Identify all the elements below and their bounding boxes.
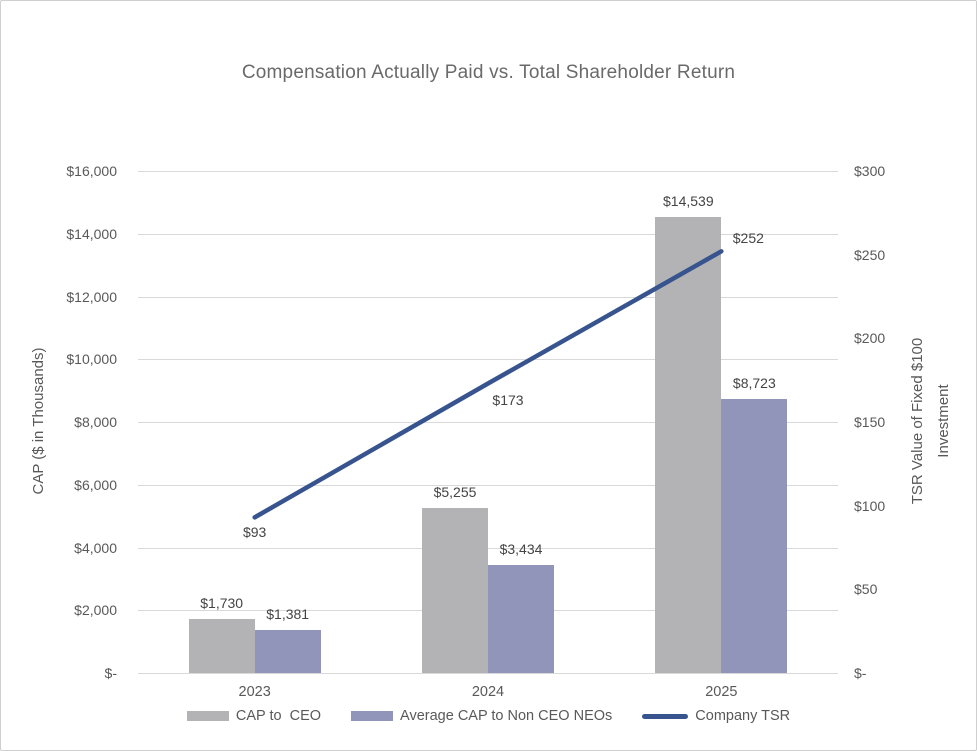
left-axis-tick-label: $2,000 <box>74 602 117 619</box>
bar-value-label: $14,539 <box>663 192 714 209</box>
chart-legend: CAP to CEO Average CAP to Non CEO NEOs Com… <box>1 708 976 724</box>
legend-item-cap-neo: Average CAP to Non CEO NEOs <box>351 708 612 724</box>
right-axis-tick-label: $100 <box>854 497 886 514</box>
left-axis-tick-label: $- <box>104 665 117 681</box>
bar-cap-ceo-2024 <box>422 508 488 673</box>
left-axis-tick-label: $8,000 <box>74 414 117 430</box>
legend-swatch-icon <box>186 711 229 721</box>
bar-value-label: $8,723 <box>732 375 776 392</box>
legend-label: Company TSR <box>695 708 791 724</box>
gridline <box>138 296 838 298</box>
right-axis-title: TSR Value of Fixed $100 Investment <box>905 271 957 571</box>
tsr-value-label: $252 <box>732 230 764 247</box>
category-label-2023: 2023 <box>238 684 271 700</box>
bar-cap-neo-2024 <box>488 565 554 673</box>
bar-cap-neo-2023 <box>254 629 321 673</box>
tsr-value-label: $173 <box>492 391 524 408</box>
gridline <box>138 359 838 361</box>
bar-cap-ceo-2023 <box>188 618 255 673</box>
left-axis-tick-label: $10,000 <box>66 351 117 368</box>
legend-label: CAP to CEO <box>235 708 322 724</box>
right-axis-tick-label: $250 <box>854 246 886 263</box>
right-axis-tick-label: $200 <box>854 330 886 347</box>
gridline <box>138 171 838 172</box>
gridline <box>138 547 838 549</box>
right-axis-tick-label: $- <box>854 665 867 681</box>
left-axis-tick-label: $16,000 <box>66 163 117 179</box>
left-axis-title: CAP ($ in Thousands) <box>30 347 47 495</box>
chart-title: Compensation Actually Paid vs. Total Sha… <box>241 62 736 83</box>
legend-item-company-tsr: Company TSR <box>642 708 790 724</box>
legend-item-cap-ceo: CAP to CEO <box>186 708 322 724</box>
right-axis-tick-label: $50 <box>854 581 878 598</box>
right-axis-tick-label: $300 <box>854 163 886 179</box>
tsr-value-label: $93 <box>242 524 267 541</box>
legend-line-swatch-icon <box>642 713 689 719</box>
right-axis-title-line-2: Investment <box>935 384 952 458</box>
category-label-2025: 2025 <box>705 684 738 700</box>
category-label-2024: 2024 <box>471 684 505 700</box>
bar-value-label: $5,255 <box>433 484 477 501</box>
gridline <box>138 673 838 674</box>
bar-value-label: $1,730 <box>200 594 244 611</box>
bar-cap-ceo-2025 <box>655 216 722 673</box>
right-axis-tick-label: $150 <box>854 414 886 430</box>
left-axis-tick-label: $12,000 <box>66 288 117 305</box>
left-axis-tick-label: $14,000 <box>66 225 117 242</box>
legend-label: Average CAP to Non CEO NEOs <box>400 708 613 724</box>
bar-cap-neo-2025 <box>721 399 788 673</box>
right-axis-title-line-1: TSR Value of Fixed $100 <box>909 337 926 505</box>
bar-value-label: $1,381 <box>266 605 310 622</box>
legend-swatch-icon <box>351 711 394 721</box>
left-axis-tick-label: $6,000 <box>74 476 117 493</box>
left-axis-tick-label: $4,000 <box>74 539 117 556</box>
gridline <box>138 233 838 235</box>
bar-value-label: $3,434 <box>499 541 543 558</box>
